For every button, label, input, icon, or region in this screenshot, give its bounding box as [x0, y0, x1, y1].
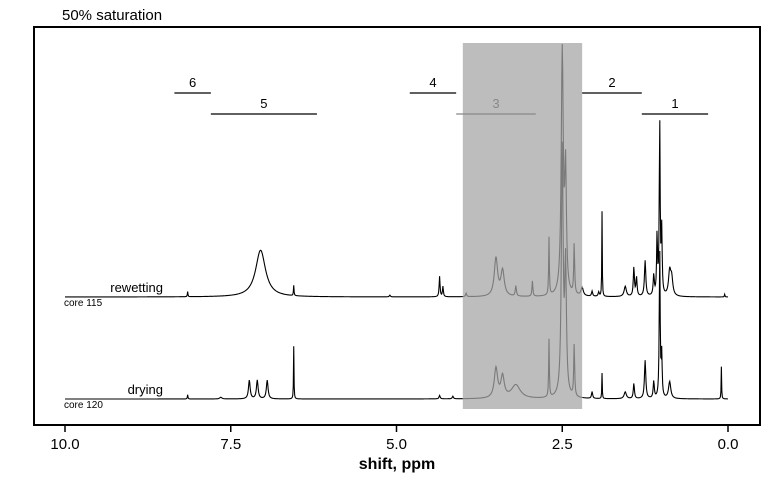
region-marker-3: 3 — [456, 96, 536, 115]
region-label: 5 — [260, 96, 267, 111]
region-label: 6 — [189, 75, 196, 90]
spectrum-line — [462, 43, 584, 298]
region-marker-6: 6 — [174, 75, 211, 94]
spectrum-line — [582, 120, 729, 298]
region-label: 3 — [492, 96, 499, 111]
spectrum-traces: rewetting core 115 drying core 120 — [64, 43, 729, 411]
spectrum-line — [582, 251, 729, 400]
x-tick-label: 7.5 — [220, 436, 241, 453]
trace-drying: drying core 120 — [64, 141, 729, 411]
x-axis: 10.0 7.5 5.0 2.5 0.0 — [50, 425, 738, 453]
x-axis-title: shift, ppm — [359, 456, 435, 473]
x-tick-label: 5.0 — [386, 436, 407, 453]
spectrum-line — [65, 346, 463, 400]
region-marker-1: 1 — [641, 96, 709, 115]
page-title: 50% saturation — [62, 7, 163, 24]
region-markers: 6 5 4 3 2 1 — [174, 75, 709, 115]
plot-frame — [33, 26, 761, 426]
sample-label: core 120 — [64, 400, 103, 411]
region-label: 4 — [429, 75, 436, 90]
region-marker-2: 2 — [582, 75, 642, 94]
trace-rewetting: rewetting core 115 — [64, 43, 729, 309]
highlight-band — [462, 43, 583, 409]
region-label: 2 — [608, 75, 615, 90]
x-tick-label: 2.5 — [552, 436, 573, 453]
sample-label: core 115 — [64, 298, 103, 309]
spectrum-line — [462, 141, 583, 400]
spectrum-line — [65, 249, 463, 298]
region-label: 1 — [671, 96, 678, 111]
series-label: drying — [128, 382, 163, 397]
series-label: rewetting — [110, 280, 163, 295]
region-marker-4: 4 — [409, 75, 457, 94]
region-marker-5: 5 — [210, 96, 317, 115]
x-tick-label: 10.0 — [50, 436, 79, 453]
x-tick-label: 0.0 — [718, 436, 739, 453]
